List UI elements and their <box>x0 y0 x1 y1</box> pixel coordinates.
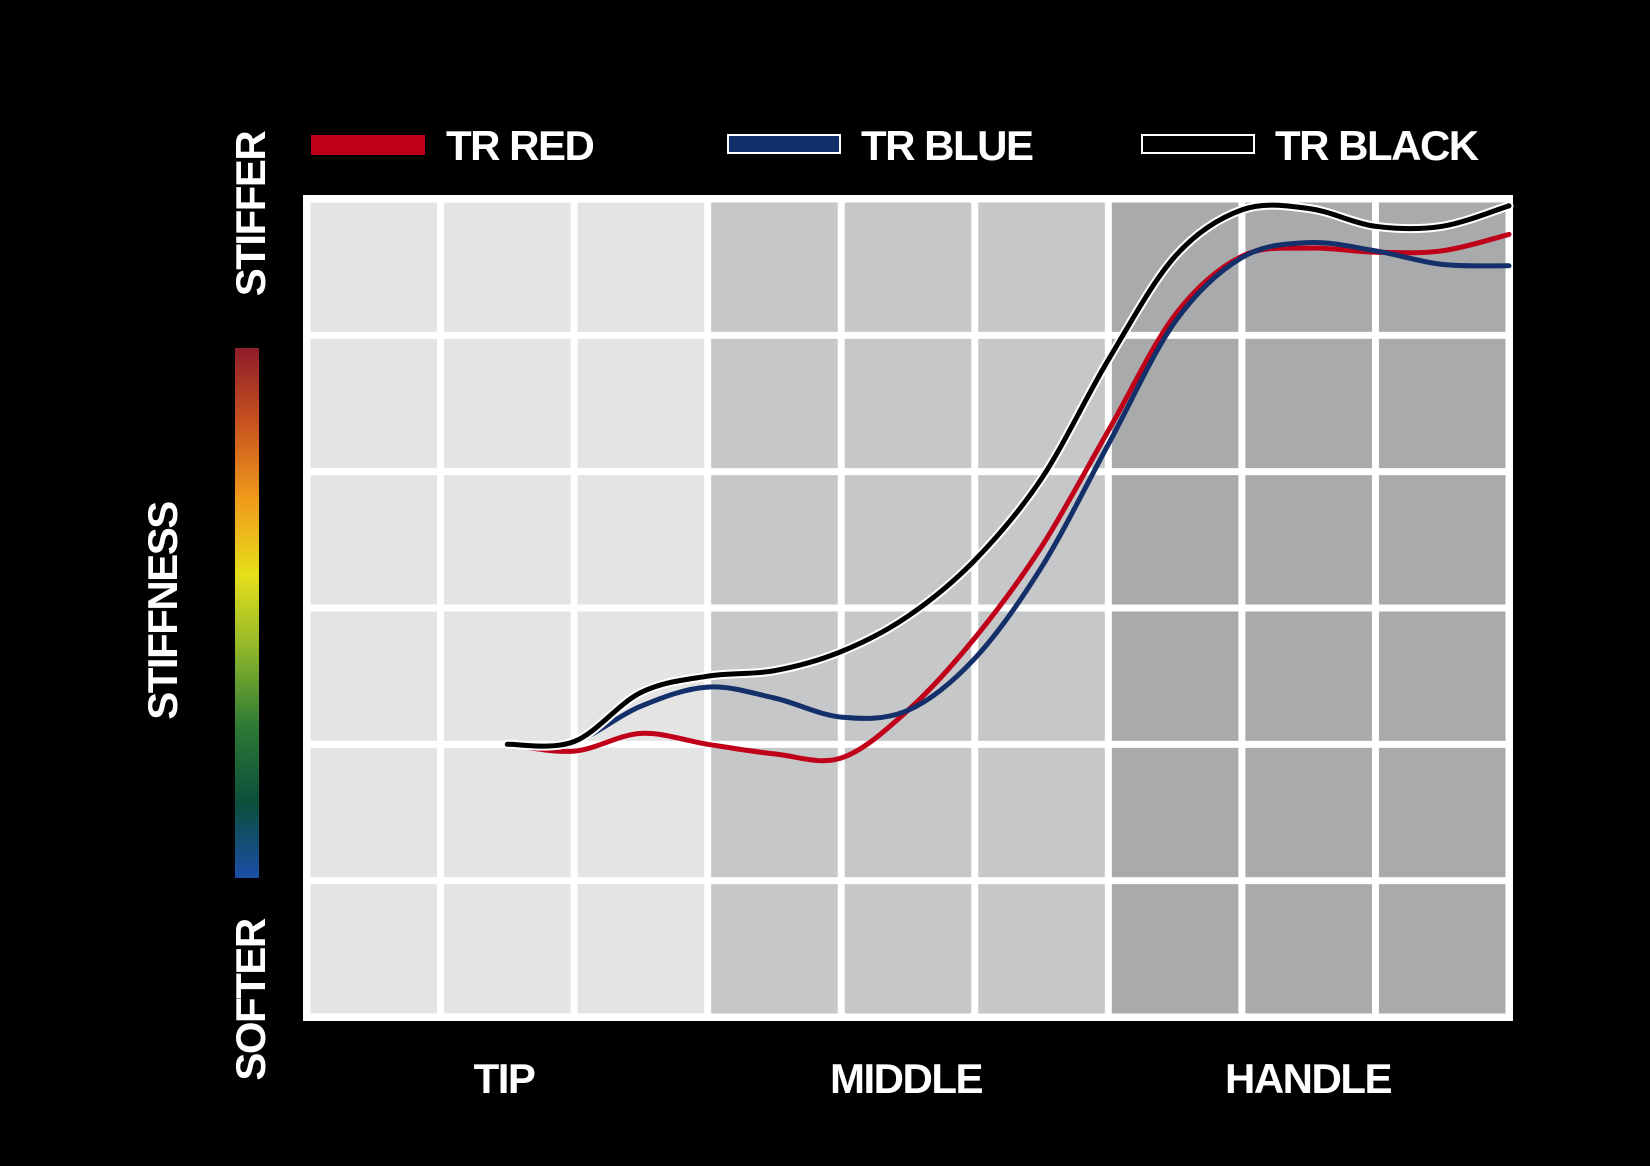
grid-cell <box>711 475 838 605</box>
grid-cell <box>444 747 571 878</box>
grid-cell <box>310 475 438 605</box>
grid-cell <box>844 884 972 1014</box>
grid-cell <box>1111 884 1239 1014</box>
grid-cell <box>444 475 571 605</box>
grid-cell <box>844 747 972 878</box>
grid-cell <box>711 884 838 1014</box>
grid-cell <box>310 884 438 1014</box>
plot-area <box>303 195 1514 1021</box>
grid-cell <box>1111 475 1239 605</box>
y-axis-label: STIFFNESS <box>139 502 186 720</box>
grid-cell <box>1245 611 1372 741</box>
legend-label-red: TR RED <box>446 122 594 169</box>
zone-label-middle: MIDDLE <box>830 1055 982 1102</box>
grid-cell <box>444 202 571 332</box>
grid-cell <box>978 202 1105 332</box>
grid-cell <box>1245 884 1372 1014</box>
grid-cell <box>444 884 571 1014</box>
grid-cell <box>1111 611 1239 741</box>
grid-cell <box>444 338 571 469</box>
legend-swatch-blue <box>727 134 841 154</box>
grid-cell <box>310 202 438 332</box>
grid-cell <box>1245 338 1372 469</box>
grid-cell <box>1111 338 1239 469</box>
grid-cell <box>1245 475 1372 605</box>
legend-label-blue: TR BLUE <box>861 122 1033 169</box>
grid-cell <box>1378 611 1506 741</box>
y-top-label: STIFFER <box>227 131 274 297</box>
grid-cell <box>711 747 838 878</box>
legend-swatch-black <box>1141 134 1255 154</box>
grid-cell <box>310 338 438 469</box>
grid-cell <box>711 202 838 332</box>
grid-cell <box>1245 747 1372 878</box>
grid-cell <box>1111 747 1239 878</box>
grid-cell <box>1378 475 1506 605</box>
grid-cell <box>1378 747 1506 878</box>
grid-cell <box>1378 884 1506 1014</box>
grid-cell <box>844 202 972 332</box>
legend-item-blue: TR BLUE <box>727 122 1034 169</box>
grid-cell <box>577 202 705 332</box>
series-line-tr-black <box>504 202 1512 749</box>
legend-item-red: TR RED <box>311 122 595 169</box>
legend-item-black: TR BLACK <box>1141 122 1480 169</box>
stiffness-gradient-bar <box>235 348 259 878</box>
grid-cell <box>711 338 838 469</box>
grid-cell <box>577 884 705 1014</box>
grid-cell <box>577 338 705 469</box>
y-bottom-label: SOFTER <box>227 918 274 1081</box>
legend-swatch-red <box>311 135 425 155</box>
plot-border <box>303 195 1513 1021</box>
grid-cell <box>978 884 1105 1014</box>
series-line-tr-blue <box>504 239 1512 748</box>
grid-cell <box>577 475 705 605</box>
grid-cell <box>844 611 972 741</box>
grid-cell <box>844 338 972 469</box>
zone-label-tip: TIP <box>474 1055 535 1102</box>
grid-cell <box>577 747 705 878</box>
grid-cell <box>444 611 571 741</box>
zone-label-handle: HANDLE <box>1225 1055 1391 1102</box>
grid-cell <box>978 747 1105 878</box>
legend: TR RED TR BLUE TR BLACK <box>311 122 1480 169</box>
grid-cell <box>310 611 438 741</box>
grid-cells <box>310 202 1506 1014</box>
grid-cell <box>310 747 438 878</box>
grid-cell <box>1378 338 1506 469</box>
series-lines <box>502 200 1514 764</box>
series-line-tr-red <box>504 231 1512 764</box>
legend-label-black: TR BLACK <box>1275 122 1479 169</box>
